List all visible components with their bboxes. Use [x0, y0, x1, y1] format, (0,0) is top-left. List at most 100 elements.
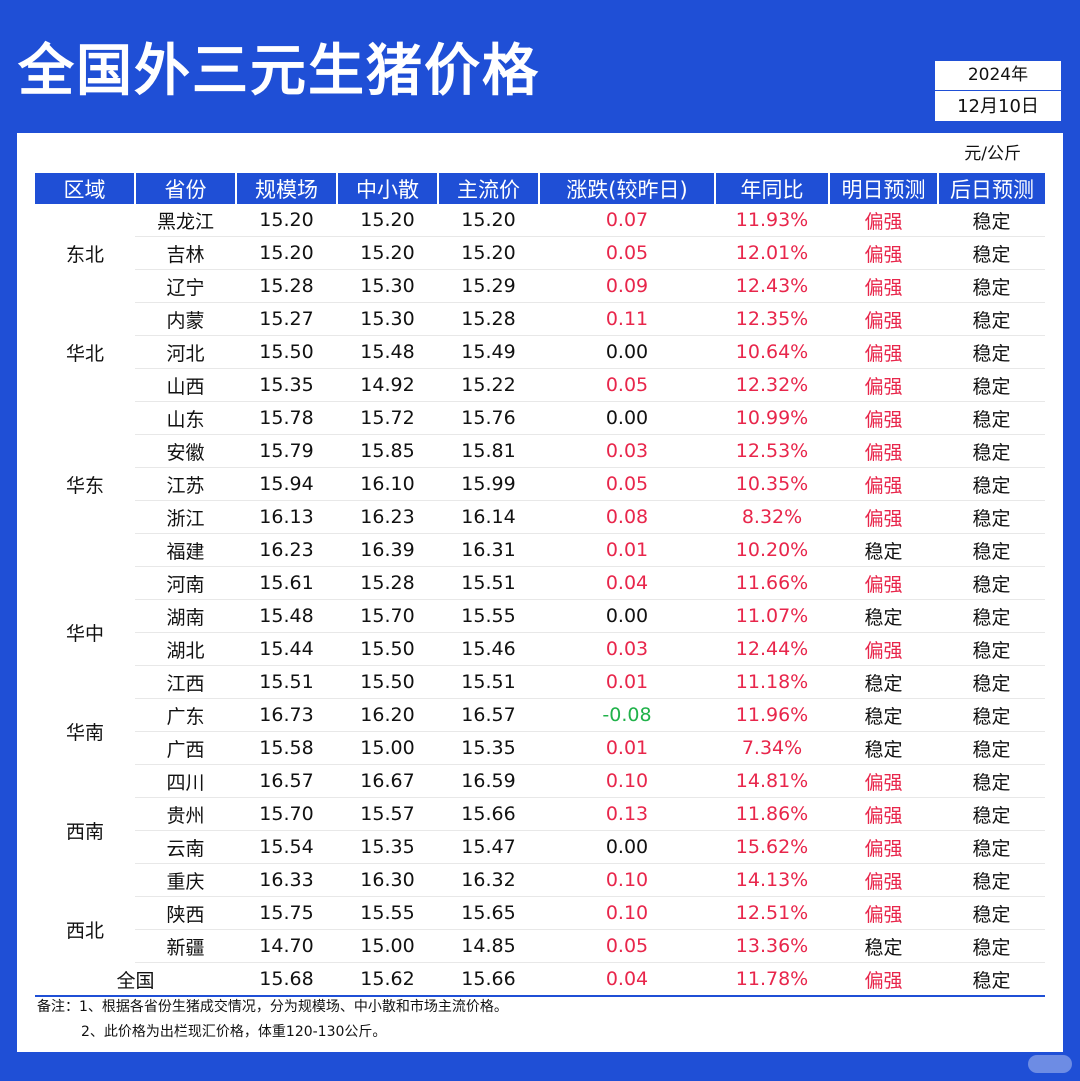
yoy-value: 13.36% — [715, 929, 829, 963]
province-cell: 辽宁 — [135, 269, 236, 303]
header-main-price: 主流价 — [437, 173, 539, 204]
day-after-forecast: 稳定 — [938, 335, 1045, 369]
large-farm-price: 15.27 — [236, 302, 337, 336]
region-cell: 西南 — [65, 821, 104, 843]
tomorrow-forecast: 偏强 — [829, 434, 938, 468]
day-after-forecast: 稳定 — [938, 929, 1045, 963]
day-after-forecast: 稳定 — [938, 863, 1045, 897]
total-label: 全国 — [35, 962, 236, 997]
change-value: 0.04 — [539, 566, 715, 600]
day-after-forecast: 稳定 — [938, 797, 1045, 831]
large-farm-price: 15.79 — [236, 434, 337, 468]
yoy-value: 10.99% — [715, 401, 829, 435]
region-cell: 东北 — [65, 243, 104, 266]
large-farm-price: 15.35 — [236, 368, 337, 402]
table-row: 广西 15.58 15.00 15.35 0.01 7.34% 稳定 稳定 — [35, 731, 1045, 765]
large-farm-price: 15.75 — [236, 896, 337, 930]
tomorrow-forecast: 稳定 — [829, 599, 938, 633]
yoy-value: 12.44% — [715, 632, 829, 666]
main-price: 16.59 — [438, 764, 539, 798]
header-tomorrow: 明日预测 — [828, 173, 938, 204]
tomorrow-forecast: 偏强 — [829, 368, 938, 402]
yoy-value: 12.01% — [715, 236, 829, 270]
province-cell: 内蒙 — [135, 302, 236, 336]
small-farm-price: 15.70 — [337, 599, 438, 633]
large-farm-price: 15.50 — [236, 335, 337, 369]
large-farm-price: 15.48 — [236, 599, 337, 633]
small-farm-price: 15.55 — [337, 896, 438, 930]
change-value: 0.05 — [539, 929, 715, 963]
main-price: 15.28 — [438, 302, 539, 336]
province-cell: 河南 — [135, 566, 236, 600]
yoy-value: 10.20% — [715, 533, 829, 567]
small-farm-price: 15.35 — [337, 830, 438, 864]
large-farm-price: 14.70 — [236, 929, 337, 963]
table-row: 河北 15.50 15.48 15.49 0.00 10.64% 偏强 稳定 — [35, 335, 1045, 369]
day-after-forecast: 稳定 — [938, 962, 1045, 997]
note-1: 备注：1、根据各省份生猪成交情况，分为规模场、中小散和市场主流价格。 — [37, 999, 508, 1015]
small-farm-price: 15.00 — [337, 929, 438, 963]
date-month-day: 12月10日 — [957, 96, 1039, 117]
province-cell: 四川 — [135, 764, 236, 798]
small-farm-price: 15.20 — [337, 236, 438, 270]
tomorrow-forecast: 偏强 — [829, 500, 938, 534]
tomorrow-forecast: 偏强 — [829, 236, 938, 270]
table-row: 浙江 16.13 16.23 16.14 0.08 8.32% 偏强 稳定 — [35, 500, 1045, 534]
small-farm-price: 16.20 — [337, 698, 438, 732]
day-after-forecast: 稳定 — [938, 236, 1045, 270]
change-value: 0.13 — [539, 797, 715, 831]
province-cell: 黑龙江 — [135, 204, 236, 237]
large-farm-price: 15.51 — [236, 665, 337, 699]
yoy-value: 12.43% — [715, 269, 829, 303]
day-after-forecast: 稳定 — [938, 401, 1045, 435]
day-after-forecast: 稳定 — [938, 896, 1045, 930]
main-price: 15.20 — [438, 236, 539, 270]
header-yoy: 年同比 — [714, 173, 829, 204]
yoy-value: 11.07% — [715, 599, 829, 633]
small-farm-price: 15.57 — [337, 797, 438, 831]
large-farm-price: 16.33 — [236, 863, 337, 897]
province-cell: 陕西 — [135, 896, 236, 930]
yoy-value: 15.62% — [715, 830, 829, 864]
large-farm-price: 15.54 — [236, 830, 337, 864]
note-2: 2、此价格为出栏现汇价格，体重120-130公斤。 — [81, 1024, 387, 1040]
large-farm-price: 15.61 — [236, 566, 337, 600]
tomorrow-forecast: 偏强 — [829, 566, 938, 600]
tomorrow-forecast: 偏强 — [829, 962, 938, 997]
province-cell: 福建 — [135, 533, 236, 567]
main-price: 15.81 — [438, 434, 539, 468]
change-value: 0.00 — [539, 830, 715, 864]
table-row: 华北 内蒙 15.27 15.30 15.28 0.11 12.35% 偏强 稳定 — [35, 302, 1045, 365]
small-farm-price: 15.62 — [337, 962, 438, 997]
small-farm-price: 16.23 — [337, 500, 438, 534]
yoy-value: 12.51% — [715, 896, 829, 930]
region-cell: 华中 — [65, 623, 104, 645]
change-value: 0.01 — [539, 665, 715, 699]
change-value: 0.11 — [539, 302, 715, 336]
date-year: 2024年 — [935, 61, 1061, 91]
province-cell: 河北 — [135, 335, 236, 369]
day-after-forecast: 稳定 — [938, 434, 1045, 468]
large-farm-price: 15.94 — [236, 467, 337, 501]
day-after-forecast: 稳定 — [938, 632, 1045, 666]
tomorrow-forecast: 偏强 — [829, 632, 938, 666]
price-table: 区域 省份 规模场 中小散 主流价 涨跌(较昨日) 年同比 明日预测 后日预测 … — [35, 173, 1045, 997]
small-farm-price: 15.28 — [337, 566, 438, 600]
unit-label: 元/公斤 — [964, 144, 1021, 164]
small-farm-price: 14.92 — [337, 368, 438, 402]
table-row: 华东 山东 15.78 15.72 15.76 0.00 10.99% 偏强 稳定 — [35, 401, 1045, 497]
table-row: 西北 陕西 15.75 15.55 15.65 0.10 12.51% 偏强 稳定 — [35, 896, 1045, 942]
table-row: 贵州 15.70 15.57 15.66 0.13 11.86% 偏强 稳定 — [35, 797, 1045, 831]
province-cell: 广西 — [135, 731, 236, 765]
header-small-farm: 中小散 — [336, 173, 438, 204]
tomorrow-forecast: 偏强 — [829, 797, 938, 831]
large-farm-price: 15.70 — [236, 797, 337, 831]
table-row: 安徽 15.79 15.85 15.81 0.03 12.53% 偏强 稳定 — [35, 434, 1045, 468]
day-after-forecast: 稳定 — [938, 302, 1045, 336]
main-price: 15.51 — [438, 566, 539, 600]
main-price: 16.57 — [438, 698, 539, 732]
province-cell: 安徽 — [135, 434, 236, 468]
day-after-forecast: 稳定 — [938, 830, 1045, 864]
tomorrow-forecast: 偏强 — [829, 269, 938, 303]
large-farm-price: 15.58 — [236, 731, 337, 765]
